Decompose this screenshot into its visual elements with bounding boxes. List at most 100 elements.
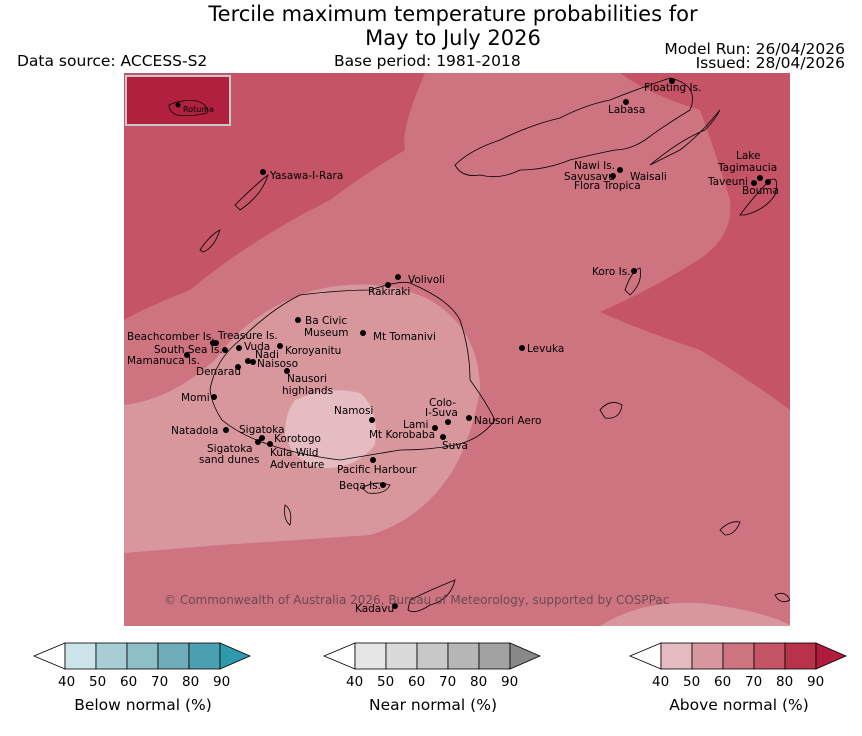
place-label: Colo- [429, 397, 456, 409]
map-svg: Floating Is. Labasa Yasawa-I-Rara Nawi I… [124, 73, 790, 626]
base-period: Base period: 1981-2018 [334, 52, 521, 70]
place-label: Nadi [255, 349, 279, 361]
cb-swatch [722, 642, 755, 670]
cb-arrow-max [815, 642, 848, 670]
place-markers [184, 78, 771, 609]
cb-swatch [447, 642, 480, 670]
place-label: Pacific Harbour [337, 464, 417, 476]
place-label: Nausori [287, 373, 327, 385]
rotuma-marker [175, 102, 181, 108]
place-label: Vuda [244, 341, 270, 353]
place-label: Lami [403, 419, 428, 431]
colorbar-below-normal [32, 640, 273, 676]
cb-swatch [385, 642, 418, 670]
place-label: Suva [442, 440, 468, 452]
place-label: Korotogo [274, 433, 321, 445]
place-label: Waisali [630, 171, 667, 183]
place-label: Levuka [527, 343, 564, 355]
place-label: Lake [736, 150, 760, 162]
place-label: Mamanuca Is. [127, 355, 200, 367]
place-label: highlands [282, 385, 333, 397]
cb-swatch [354, 642, 387, 670]
place-label: Flora Tropica [574, 180, 641, 192]
place-labels: Floating Is. Labasa Yasawa-I-Rara Nawi I… [127, 82, 779, 615]
place-label: Sigatoka [239, 424, 285, 436]
cb-tick-label: 60 [120, 674, 138, 690]
place-label: Koro Is. [592, 266, 631, 278]
model-run: Model Run: 26/04/2026 [664, 40, 845, 58]
cb-tick-label: 60 [714, 674, 732, 690]
place-label: Labasa [608, 104, 645, 116]
cb-swatch [784, 642, 817, 670]
cb-tick-label: 80 [470, 674, 488, 690]
cb-arrow-max [509, 642, 542, 670]
cb-swatch [157, 642, 190, 670]
cb-arrow-max [219, 642, 252, 670]
colorbar-label-above: Above normal (%) [669, 696, 809, 714]
data-source: Data source: ACCESS-S2 [17, 52, 208, 70]
rotuma-inset: Rotuma [125, 75, 231, 126]
zone-70-80-east [600, 73, 790, 410]
place-label: Beqa Is. [339, 480, 381, 492]
place-label: Volivoli [408, 274, 445, 286]
cb-swatch [126, 642, 159, 670]
map-title: Tercile maximum temperature probabilitie… [0, 2, 862, 50]
place-label: Museum [304, 327, 349, 339]
place-label: Mt Tomanivi [373, 331, 436, 343]
place-label: Rakiraki [368, 286, 410, 298]
cb-tick-label: 40 [58, 674, 76, 690]
place-label: South Sea Is. [154, 344, 223, 356]
place-label: Ba Civic [305, 315, 347, 327]
place-label: Kula Wild [270, 447, 318, 459]
cb-tick-label: 90 [213, 674, 231, 690]
cb-tick-label: 60 [408, 674, 426, 690]
zone-40-50 [285, 390, 376, 469]
place-label: Denarau [196, 366, 241, 378]
place-label: Savusavu [564, 171, 615, 183]
zone-70-80-west [124, 73, 425, 320]
place-label: Adventure [270, 459, 324, 471]
cb-swatch [753, 642, 786, 670]
cb-tick-label: 90 [807, 674, 825, 690]
place-label: Nausori Aero [474, 415, 541, 427]
colorbar-near-normal [322, 640, 563, 676]
place-label: Floating Is. [644, 82, 701, 94]
place-label: Namosi [334, 405, 373, 417]
copyright-text: © Commonwealth of Australia 2026, Bureau… [164, 593, 669, 607]
cb-tick-label: 90 [501, 674, 519, 690]
cb-swatch [64, 642, 97, 670]
place-label: Yasawa-I-Rara [269, 170, 343, 182]
coastlines [199, 77, 790, 613]
cb-swatch [416, 642, 449, 670]
place-label: Bouma [742, 185, 779, 197]
cb-tick-label: 80 [182, 674, 200, 690]
cb-tick-label: 50 [683, 674, 701, 690]
cb-tick-label: 50 [377, 674, 395, 690]
place-label: Sigatoka [207, 443, 253, 455]
cb-tick-label: 40 [346, 674, 364, 690]
place-label: Taveuni [707, 176, 748, 188]
colorbar-label-below: Below normal (%) [74, 696, 212, 714]
place-label: Treasure Is. [217, 330, 278, 342]
place-label: Natadola [171, 425, 218, 437]
zone-50-60-south [600, 602, 790, 626]
place-label: Nawi Is. [574, 160, 615, 172]
probability-map: Floating Is. Labasa Yasawa-I-Rara Nawi I… [124, 73, 790, 626]
cb-swatch [691, 642, 724, 670]
colorbar-label-near: Near normal (%) [369, 696, 497, 714]
cb-swatch [95, 642, 128, 670]
inset-label: Rotuma [183, 105, 214, 114]
cb-tick-label: 80 [776, 674, 794, 690]
place-label: Kadavu [355, 603, 394, 615]
place-label: Naisoso [257, 358, 298, 370]
issued-date: Issued: 28/04/2026 [695, 54, 845, 72]
cb-swatches [354, 642, 511, 670]
cb-tick-label: 70 [151, 674, 169, 690]
title-line-1: Tercile maximum temperature probabilitie… [208, 2, 698, 26]
place-label: Beachcomber Is. [127, 331, 215, 343]
cb-swatch [660, 642, 693, 670]
place-label: sand dunes [199, 454, 259, 466]
cb-swatch [188, 642, 221, 670]
place-label: I-Suva [425, 407, 458, 419]
place-label: Tagimaucia [717, 162, 777, 174]
